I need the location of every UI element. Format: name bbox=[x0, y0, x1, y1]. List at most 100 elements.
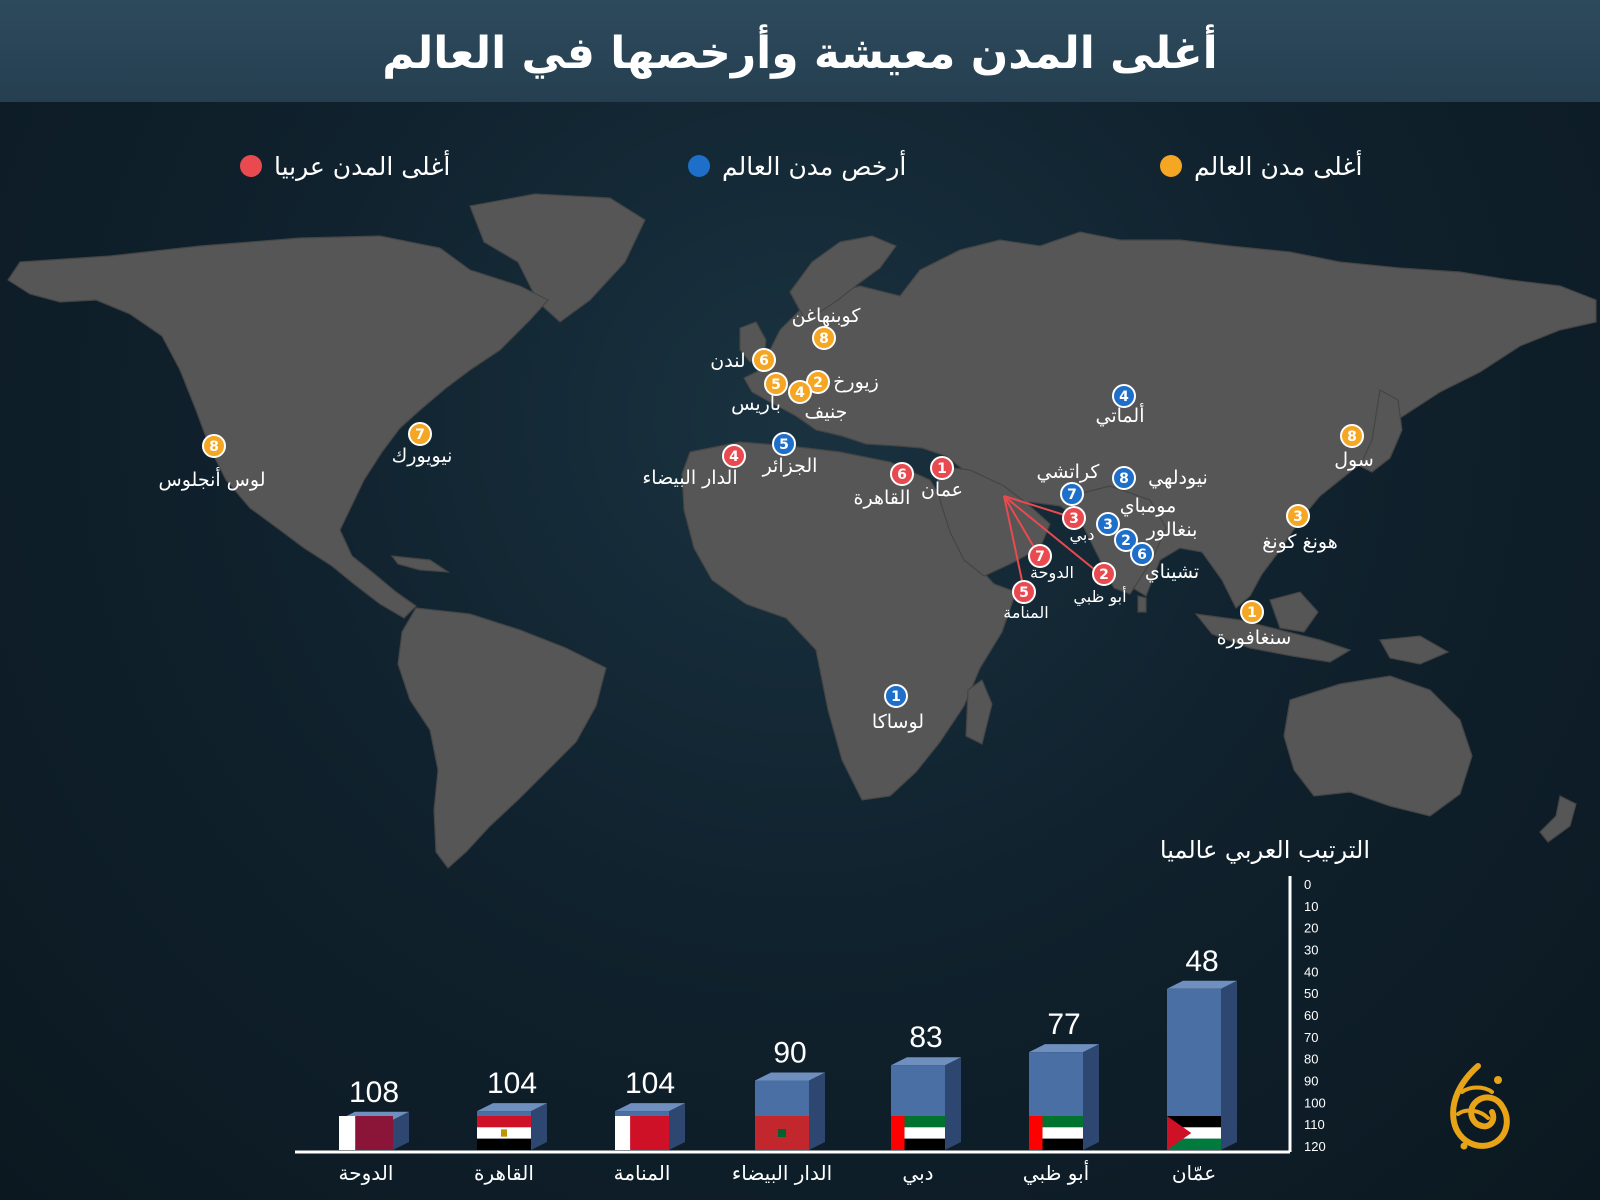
marker-rank: 7 bbox=[415, 427, 425, 443]
uae-flag-part bbox=[1029, 1116, 1043, 1150]
bar-category-label: عمّان bbox=[1172, 1161, 1216, 1185]
marker-rank: 8 bbox=[1119, 471, 1129, 487]
page-title: أغلى المدن معيشة وأرخصها في العالم bbox=[382, 28, 1218, 79]
qatar-flag-part bbox=[339, 1116, 356, 1150]
bar-value-label: 90 bbox=[773, 1037, 806, 1070]
uae-flag-part bbox=[1029, 1138, 1083, 1150]
city-label-hong-kong: هونغ كونغ bbox=[1262, 531, 1338, 553]
new-zealand bbox=[1539, 795, 1577, 843]
marker-bangalore: 2 bbox=[1114, 528, 1138, 552]
city-label-new-delhi: نيودلهي bbox=[1148, 467, 1208, 489]
arab-expensive-markers: 1 2 3 4 5 6 7 bbox=[722, 444, 1116, 604]
city-label-cairo: القاهرة bbox=[854, 487, 911, 509]
marker-zurich: 2 bbox=[806, 370, 830, 394]
marker-rank: 3 bbox=[1103, 517, 1113, 533]
uae-flag-part bbox=[891, 1127, 945, 1139]
uae-flag-part bbox=[1029, 1116, 1083, 1128]
leader-line bbox=[1003, 495, 1039, 555]
marker-rank: 6 bbox=[897, 467, 907, 483]
legend-red-dot-icon bbox=[240, 155, 262, 177]
y-tick-label: 80 bbox=[1304, 1052, 1318, 1067]
y-ticks: 0 10 20 30 40 50 60 70 80 90 100 110 120 bbox=[1304, 877, 1326, 1154]
marker-cairo: 6 bbox=[890, 462, 914, 486]
city-label-manama: المنامة bbox=[1003, 603, 1048, 622]
city-label-doha: الدوحة bbox=[1030, 563, 1074, 583]
egypt-flag-part bbox=[477, 1116, 531, 1128]
city-label-geneva: جنيف bbox=[805, 401, 848, 423]
city-label-karachi: كراتشي bbox=[1037, 461, 1101, 483]
bar-side bbox=[1221, 980, 1237, 1150]
cuba bbox=[390, 555, 451, 573]
bar-top bbox=[891, 1057, 961, 1066]
marker-rank: 2 bbox=[813, 375, 823, 391]
y-tick-label: 40 bbox=[1304, 964, 1318, 979]
jordan-flag-triangle bbox=[1167, 1116, 1192, 1150]
marker-rank: 7 bbox=[1067, 487, 1077, 503]
legend-arab-expensive: أغلى المدن عربيا bbox=[240, 148, 478, 184]
city-label-copenhagen: كوبنهاغن bbox=[792, 305, 862, 327]
legend-cheapest: أرخص مدن العالم bbox=[688, 148, 932, 184]
bar-group: 77 أبو ظبي bbox=[1023, 1008, 1099, 1186]
leader-line bbox=[1003, 495, 1075, 519]
bar-category-label: الدوحة bbox=[339, 1161, 394, 1185]
city-label-seoul: سول bbox=[1334, 449, 1374, 471]
marker-karachi: 7 bbox=[1060, 482, 1084, 506]
leader-line bbox=[1003, 495, 1025, 591]
bar-side bbox=[393, 1111, 409, 1150]
bar-value-label: 48 bbox=[1185, 945, 1218, 978]
y-tick-label: 0 bbox=[1304, 877, 1311, 892]
marker-rank: 2 bbox=[1121, 533, 1131, 549]
chart-title: الترتيب العربي عالميا bbox=[1159, 836, 1370, 864]
uae-flag-part bbox=[891, 1116, 945, 1128]
madagascar bbox=[965, 679, 993, 745]
bar-top bbox=[477, 1103, 547, 1112]
marker-amman: 1 bbox=[930, 456, 954, 480]
bahrain-flag-part bbox=[615, 1116, 631, 1150]
y-tick-label: 30 bbox=[1304, 943, 1318, 958]
bar-side bbox=[945, 1057, 961, 1150]
bar-group: 90 الدار البيضاء bbox=[732, 1037, 832, 1186]
bar-value-label: 104 bbox=[625, 1067, 675, 1100]
bar-value-label: 104 bbox=[487, 1067, 537, 1100]
jordan-flag-part bbox=[1167, 1127, 1221, 1139]
marker-rank: 1 bbox=[937, 461, 947, 477]
city-label-mumbai: مومباي bbox=[1120, 495, 1177, 517]
city-label-amman: عمان bbox=[921, 479, 963, 501]
y-tick-label: 120 bbox=[1304, 1139, 1326, 1154]
marker-singapore: 1 bbox=[1240, 600, 1264, 624]
bar-value-label: 77 bbox=[1047, 1008, 1080, 1041]
city-label-new-york: نيويورك bbox=[392, 445, 453, 467]
bar-value-label: 83 bbox=[909, 1021, 942, 1054]
city-label-dubai: دبي bbox=[1070, 525, 1095, 545]
egypt-flag-part bbox=[501, 1129, 507, 1137]
japan bbox=[1359, 389, 1403, 473]
uae-flag-part bbox=[891, 1138, 945, 1150]
marker-algiers: 5 bbox=[772, 432, 796, 456]
eurasia bbox=[743, 231, 1597, 609]
marker-geneva: 4 bbox=[788, 380, 812, 404]
bar-category-label: الدار البيضاء bbox=[732, 1161, 832, 1185]
city-label-los-angeles: لوس أنجلوس bbox=[159, 467, 266, 491]
city-label-zurich: زيورخ bbox=[833, 371, 879, 393]
y-tick-label: 100 bbox=[1304, 1095, 1326, 1110]
marker-rank: 8 bbox=[819, 331, 829, 347]
bar-side bbox=[531, 1103, 547, 1150]
bar-group: 83 دبي bbox=[891, 1021, 961, 1186]
city-label-almaty: ألماتي bbox=[1096, 403, 1145, 427]
south-america bbox=[397, 607, 607, 869]
al-jazeera-logo-icon bbox=[1450, 1063, 1510, 1150]
bar-top bbox=[755, 1072, 825, 1081]
uae-flag-part bbox=[891, 1116, 905, 1150]
sri-lanka bbox=[1137, 595, 1147, 613]
legend-blue-dot-icon bbox=[688, 155, 710, 177]
marker-rank: 5 bbox=[779, 437, 789, 453]
marker-seoul: 8 bbox=[1340, 424, 1364, 448]
bar-category-label: أبو ظبي bbox=[1023, 1160, 1089, 1186]
australia bbox=[1283, 675, 1473, 817]
marker-rank: 8 bbox=[1347, 429, 1357, 445]
cheapest-markers: 1 2 3 4 5 6 7 8 bbox=[772, 384, 1154, 708]
marker-rank: 8 bbox=[209, 439, 219, 455]
bar-group: 104 القاهرة bbox=[474, 1067, 547, 1185]
